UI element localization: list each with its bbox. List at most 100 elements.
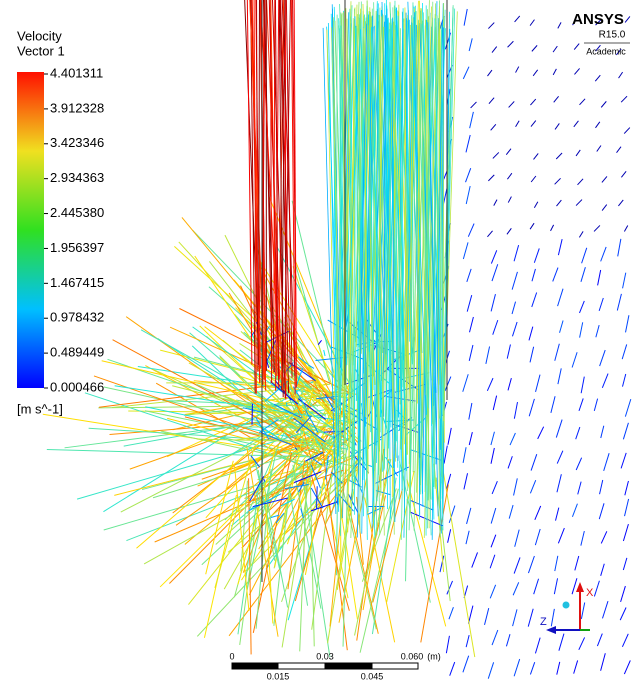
vector (514, 478, 518, 495)
vector (514, 245, 519, 261)
vector (444, 11, 458, 421)
vector (467, 508, 471, 524)
vector (596, 325, 599, 337)
scale-sub-label: 0.045 (361, 671, 384, 681)
vector (601, 426, 604, 438)
vector (625, 399, 630, 416)
vector (530, 99, 535, 105)
vector (516, 121, 520, 127)
vector (113, 340, 304, 443)
vector (514, 402, 517, 419)
vector (469, 345, 473, 361)
vector (488, 662, 493, 678)
vector (617, 147, 622, 153)
legend-unit: [m s^-1] (17, 401, 63, 416)
vector (508, 41, 514, 47)
vector (470, 112, 474, 128)
legend-subtitle: Vector 1 (17, 43, 65, 58)
vector (448, 529, 451, 542)
vector (602, 374, 608, 388)
vector (530, 480, 535, 493)
vector (595, 122, 599, 128)
vector (601, 653, 606, 671)
vector (625, 481, 629, 495)
vector (579, 231, 583, 237)
vector (508, 456, 512, 468)
vector (130, 405, 311, 469)
vector (555, 344, 560, 361)
vector (580, 322, 583, 337)
vector (463, 67, 469, 79)
vector (535, 529, 540, 545)
vector (597, 634, 602, 647)
tick-label: 3.423346 (50, 135, 104, 150)
vector (594, 581, 599, 597)
vector (512, 322, 517, 336)
vector (600, 480, 603, 494)
vector (466, 135, 470, 152)
vector (531, 454, 537, 470)
vector (581, 603, 584, 619)
vector (534, 579, 539, 594)
vector (558, 239, 562, 255)
vector (579, 637, 585, 649)
tick-label: 4.401311 (50, 65, 103, 80)
vector (507, 228, 511, 234)
vector (492, 47, 497, 53)
vector (487, 378, 493, 391)
vector (491, 124, 496, 130)
scale-sub-label: 0.015 (267, 671, 290, 681)
vector (488, 23, 494, 29)
vector (579, 301, 584, 313)
vector (574, 68, 579, 74)
vector (490, 585, 495, 598)
vector (469, 38, 472, 51)
vector (535, 506, 541, 520)
vector (626, 315, 629, 332)
vector (558, 528, 564, 543)
axis-label: Z (540, 616, 547, 628)
vector (558, 368, 561, 384)
vector (490, 555, 495, 569)
vector-field (43, 0, 631, 679)
vector (531, 121, 536, 127)
vector (625, 499, 629, 516)
vector (486, 346, 490, 363)
vector (623, 423, 628, 440)
vector (509, 101, 515, 107)
vector (463, 242, 468, 259)
vector (594, 399, 597, 411)
scale-label: 0.03 (316, 651, 334, 661)
vector (581, 267, 585, 282)
legend-title: Velocity (17, 28, 62, 43)
vector (553, 268, 558, 282)
vector (446, 636, 449, 653)
vector (601, 101, 606, 107)
vector (531, 176, 536, 182)
vector (324, 350, 325, 356)
vector (555, 556, 558, 571)
vector (515, 530, 519, 547)
vector (492, 481, 497, 494)
vector (491, 250, 496, 263)
vector (464, 473, 468, 489)
vector (553, 46, 557, 52)
vector (530, 20, 534, 26)
legend-ticks: 4.4013113.9123283.4233462.9343632.445380… (44, 65, 104, 394)
tick-label: 0.489449 (50, 345, 104, 360)
vector (604, 453, 609, 471)
vector (602, 601, 608, 618)
vector (574, 660, 578, 673)
vector (448, 428, 451, 445)
tick-label: 1.467415 (50, 275, 104, 290)
vector (493, 152, 499, 158)
vector (572, 504, 577, 517)
vector (493, 320, 498, 335)
vector (621, 453, 626, 469)
vector (471, 102, 477, 108)
vector (532, 45, 537, 51)
vector (464, 9, 467, 26)
vector (555, 178, 561, 184)
vector (292, 201, 337, 389)
vector (442, 462, 475, 657)
